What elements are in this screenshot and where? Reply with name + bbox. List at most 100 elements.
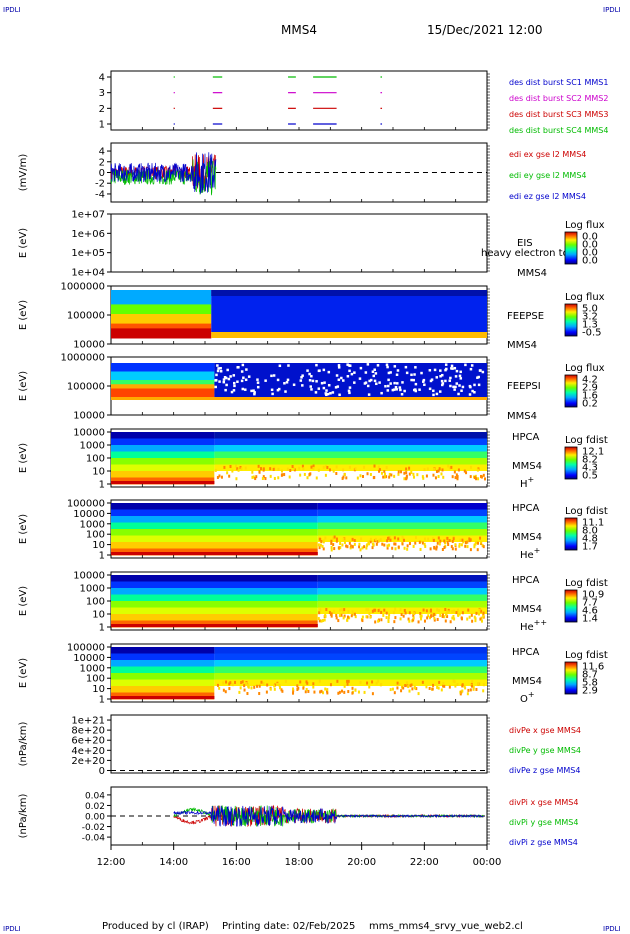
spectrogram-cell <box>396 369 400 372</box>
spectrogram-cell <box>281 473 284 477</box>
spectrogram-cell <box>313 690 316 694</box>
y-tick-label: 1000 <box>80 441 105 452</box>
spectrogram-cell <box>317 387 321 390</box>
species-name: He <box>520 550 534 561</box>
spectrogram-cell <box>457 608 460 612</box>
spectrogram-cell <box>461 689 464 693</box>
spectrogram-cell <box>433 618 436 622</box>
corner-label-tl: IPDLI <box>3 6 21 14</box>
spectrogram-cell <box>111 445 215 452</box>
spectrogram-cell <box>222 378 226 381</box>
spectrogram-cell <box>276 378 280 382</box>
spectrogram-cell <box>481 544 484 548</box>
spectrogram-cell <box>256 385 260 389</box>
y-tick-label: 1 <box>99 695 105 706</box>
spectrogram-cell <box>297 686 300 690</box>
spectrogram-cell <box>399 608 402 612</box>
spectrogram-cell <box>320 381 324 385</box>
spectrogram-cell <box>244 378 248 382</box>
colorbar <box>564 661 578 695</box>
spectrogram-cell <box>477 375 480 379</box>
spectrogram-cell <box>330 541 333 545</box>
spectrogram-cell <box>218 474 221 478</box>
spectrogram-cell <box>451 475 454 479</box>
spectrogram-cell <box>393 365 397 368</box>
spectrogram-cell <box>318 619 321 623</box>
spectrogram-cell <box>422 608 425 612</box>
y-axis-label: E (eV) <box>18 371 29 401</box>
spectrogram-cell <box>348 364 352 367</box>
spectrogram-cell <box>459 538 462 542</box>
spectrogram-cell <box>437 609 440 613</box>
spectrogram-cell <box>111 451 215 459</box>
spectrogram-cell <box>330 614 333 618</box>
spectrogram-cell <box>394 386 398 389</box>
footer-produced-by: Produced by cl (IRAP) <box>102 921 209 932</box>
spectrogram-cell <box>280 688 283 692</box>
spectrogram-cell <box>412 612 415 616</box>
spectrogram-cell <box>408 466 411 470</box>
y-tick-label: 1e+21 <box>71 716 105 727</box>
spectrogram-cell <box>455 473 458 477</box>
spectrogram-cell <box>369 615 372 619</box>
spectrogram-cell <box>410 373 413 377</box>
spectrogram-cell <box>454 543 457 547</box>
spectrogram-cell <box>338 393 341 397</box>
spectrogram-cell <box>473 391 476 394</box>
spectrogram-cell <box>407 685 410 689</box>
spectrogram-cell <box>240 467 243 471</box>
spectrogram-cell <box>214 679 487 687</box>
spectrogram-cell <box>431 612 434 616</box>
spectrogram-cell <box>460 543 463 547</box>
y-tick-label: 100000 <box>67 643 105 654</box>
spectrogram-cell <box>465 471 468 475</box>
spectrogram-cell <box>238 690 241 694</box>
spectrogram-cell <box>211 332 487 338</box>
spectrogram-cell <box>392 388 396 391</box>
y-tick-label: 100 <box>86 674 105 685</box>
spectrogram-cell <box>399 388 402 392</box>
spectrogram-cell <box>325 393 328 397</box>
spectrogram-cell <box>366 472 369 476</box>
spectrogram-cell <box>432 393 435 397</box>
spectrogram-cell <box>443 684 446 688</box>
x-tick-label: 18:00 <box>285 857 314 868</box>
spectrogram-cell <box>341 689 344 693</box>
spectrogram-cell <box>394 542 397 546</box>
spectrogram-cell <box>373 368 376 371</box>
spectrogram-cell <box>362 475 365 479</box>
spectrogram-cell <box>482 683 485 687</box>
colorbar-tick-label: 2.9 <box>582 686 598 697</box>
spectrogram-cell <box>312 464 315 468</box>
spectrogram-cell <box>325 464 328 468</box>
spectrogram-cell <box>336 679 339 683</box>
spectrogram-cell <box>368 685 371 689</box>
spectrogram-cell <box>361 615 364 619</box>
spectrogram-cell <box>326 689 329 693</box>
y-tick-label: 10000 <box>73 340 105 351</box>
colorbar <box>564 446 578 480</box>
spectrogram-cell <box>222 380 226 384</box>
spectrogram-cell <box>335 614 338 618</box>
spectrogram-cell <box>383 608 386 612</box>
spectrogram-cell <box>385 616 388 620</box>
spectrogram-cell <box>417 620 420 624</box>
spectrogram-cell <box>111 294 212 301</box>
spectrogram-cell <box>306 476 309 480</box>
spectrogram-cell <box>335 465 338 469</box>
spectrogram-cell <box>320 689 323 693</box>
spectrogram-cell <box>320 619 323 623</box>
y-axis-label: E (eV) <box>18 443 29 473</box>
spectrogram-cell <box>452 609 455 613</box>
spectrogram-cell <box>439 539 442 543</box>
spectrogram-cell <box>256 684 259 688</box>
spectrogram-cell <box>337 546 340 550</box>
spectrogram-cell <box>341 476 344 480</box>
spectrogram-cell <box>327 370 331 374</box>
spectrogram-cell <box>418 540 421 544</box>
spectrogram-cell <box>255 475 258 479</box>
spectrogram-cell <box>228 687 231 691</box>
colorbar <box>564 231 578 265</box>
spectrogram-cell <box>223 376 227 379</box>
spectrogram-cell <box>414 382 418 386</box>
